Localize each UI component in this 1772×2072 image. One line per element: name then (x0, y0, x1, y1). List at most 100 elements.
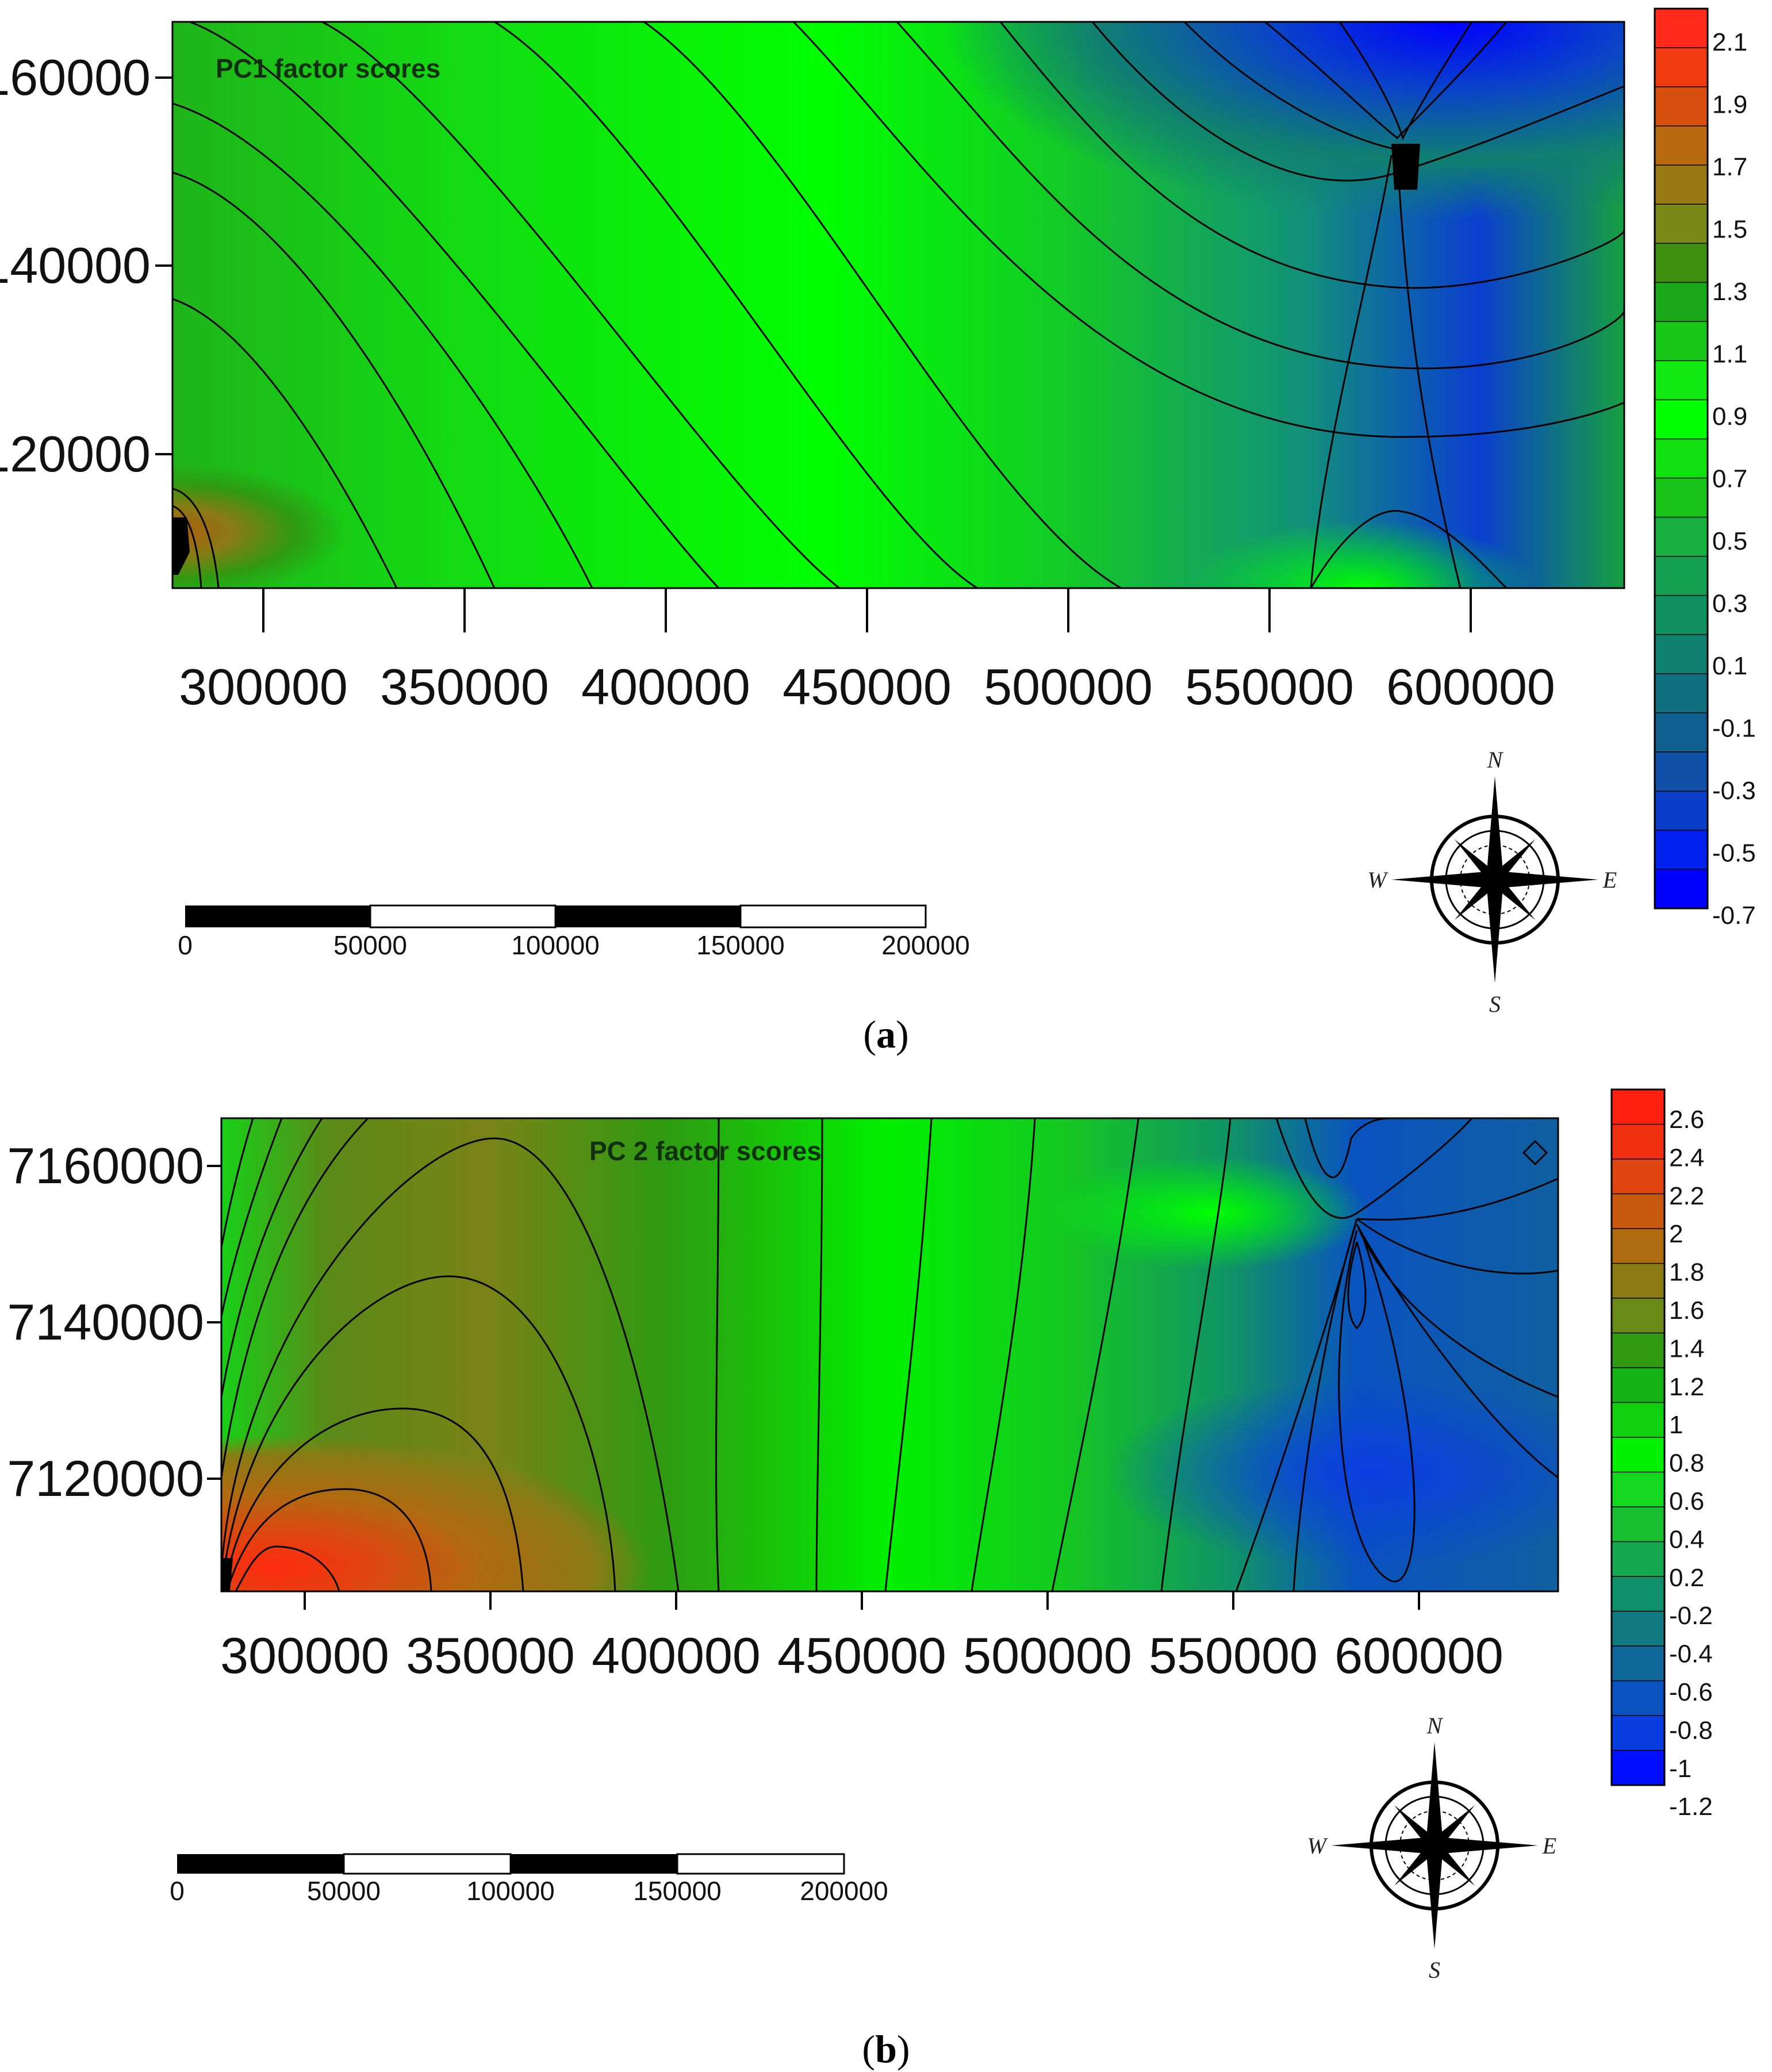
colorbar-swatch (1654, 712, 1708, 753)
colorbar-swatch (1654, 830, 1708, 870)
colorbar-swatch (1654, 204, 1708, 244)
colorbar-swatch (1611, 1645, 1665, 1682)
colorbar-swatch (1654, 673, 1708, 714)
panel-b-scale-label: 200000 (800, 1876, 888, 1906)
panel-a-y-axis: 7160000 7140000 7120000 (0, 49, 172, 482)
colorbar-swatch (1611, 1506, 1665, 1543)
colorbar-label: -0.5 (1712, 839, 1756, 868)
panel-a-scale-label: 150000 (696, 930, 785, 960)
panel-a-x-tick: 350000 (380, 658, 549, 715)
colorbar-label: -1 (1669, 1755, 1692, 1783)
panel-b-map-title: PC 2 factor scores (589, 1136, 822, 1166)
colorbar-label: -0.1 (1712, 715, 1756, 743)
panel-a-compass-icon: N S E W (1367, 747, 1617, 1017)
panel-b-scale-label: 100000 (466, 1876, 555, 1906)
colorbar-label: 1.5 (1712, 216, 1747, 244)
colorbar-swatch (1654, 594, 1708, 635)
colorbar-swatch (1611, 1367, 1665, 1403)
panel-b-y-axis: 7160000 7140000 7120000 (7, 1137, 221, 1507)
panel-a-caption: (a) (863, 1012, 909, 1056)
colorbar-swatch (1611, 1158, 1665, 1195)
colorbar-swatch (1654, 164, 1708, 205)
colorbar-swatch (1611, 1680, 1665, 1717)
colorbar-swatch (1654, 634, 1708, 674)
colorbar-label: 2.1 (1712, 28, 1747, 56)
colorbar-swatch (1611, 1471, 1665, 1508)
colorbar-swatch (1611, 1749, 1665, 1786)
colorbar-swatch (1654, 477, 1708, 518)
panel-b-scale-label: 50000 (307, 1876, 381, 1906)
panel-a-x-tick: 450000 (783, 658, 952, 715)
colorbar-label: 2.6 (1669, 1106, 1704, 1134)
colorbar-label: 0.3 (1712, 590, 1747, 618)
colorbar-swatch (1611, 1610, 1665, 1647)
colorbar-label: 0.8 (1669, 1449, 1704, 1478)
colorbar-swatch (1654, 555, 1708, 596)
colorbar-swatch (1611, 1263, 1665, 1299)
panel-a-x-tick: 400000 (581, 658, 750, 715)
panel-a-contours (172, 22, 1624, 588)
colorbar-frame (1610, 1088, 1666, 1786)
compass-s-label: S (1489, 991, 1501, 1017)
panel-b-y-tick: 7140000 (7, 1294, 204, 1350)
panel-b-y-tick: 7160000 (7, 1137, 204, 1194)
panel-b-contours (221, 1118, 1558, 1591)
panel-b-x-tick: 300000 (220, 1627, 389, 1684)
colorbar-label: 0.6 (1669, 1487, 1704, 1515)
colorbar-swatch (1654, 86, 1708, 127)
colorbar-swatch (1611, 1089, 1665, 1125)
colorbar-label: 1.2 (1669, 1373, 1704, 1401)
colorbar-label: -0.4 (1669, 1640, 1713, 1668)
colorbar-label: 0.9 (1712, 402, 1747, 431)
colorbar-label: 0.4 (1669, 1525, 1704, 1553)
panel-a-scale-label: 0 (178, 930, 193, 960)
panel-b-x-tick: 500000 (963, 1627, 1132, 1684)
colorbar-label: 1.3 (1712, 278, 1747, 306)
panel-a-scale-label: 100000 (511, 930, 600, 960)
panel-b-x-tick: 550000 (1149, 1627, 1318, 1684)
colorbar-swatch (1654, 8, 1708, 49)
panel-a-svg: PC1 factor scores 7160000 7140000 712000… (0, 7, 1756, 1017)
colorbar-label: 1 (1669, 1411, 1683, 1439)
colorbar-swatch (1654, 321, 1708, 362)
colorbar-swatch (1611, 1298, 1665, 1334)
colorbar-label: 1.1 (1712, 340, 1747, 369)
panel-b-x-axis: 300000 350000 400000 450000 500000 55000… (220, 1591, 1503, 1684)
panel-b-x-tick: 350000 (406, 1627, 575, 1684)
colorbar-swatch (1611, 1402, 1665, 1438)
panel-a-map-title: PC1 factor scores (216, 53, 440, 83)
panel-b-svg: PC 2 factor scores 7160000 7140000 71200… (7, 1088, 1713, 1983)
colorbar-swatch (1611, 1576, 1665, 1612)
compass-w-label: W (1367, 867, 1389, 893)
colorbar-label: 1.9 (1712, 91, 1747, 119)
panel-a: PC1 factor scores 7160000 7140000 712000… (0, 0, 1772, 1056)
panel-a-x-tick: 500000 (984, 658, 1153, 715)
colorbar-swatch (1654, 125, 1708, 166)
colorbar-label: -0.6 (1669, 1678, 1713, 1706)
colorbar-swatch (1611, 1437, 1665, 1473)
colorbar-label: 0.5 (1712, 527, 1747, 555)
panel-a-x-tick: 600000 (1386, 658, 1555, 715)
panel-a-y-tick: 7140000 (0, 237, 151, 294)
compass-n-label: N (1426, 1713, 1444, 1739)
panel-a-x-tick: 300000 (179, 658, 348, 715)
colorbar-swatch (1611, 1228, 1665, 1264)
panel-b-x-tick: 400000 (592, 1627, 761, 1684)
colorbar-label: -0.7 (1712, 901, 1756, 930)
compass-e-label: E (1542, 1833, 1556, 1859)
panel-b-colorbar: 2.6 2.4 2.2 2 1.8 1.6 1.4 1.2 1 0.8 0.6 0.4 0.2 -0.2 -… (1610, 1088, 1713, 1821)
colorbar-label: -1.2 (1669, 1793, 1713, 1821)
panel-a-scale-label: 200000 (881, 930, 970, 960)
panel-a-x-tick: 550000 (1185, 658, 1354, 715)
colorbar-swatch (1654, 438, 1708, 479)
colorbar-label: 1.6 (1669, 1296, 1704, 1325)
colorbar-label: -0.3 (1712, 777, 1756, 805)
colorbar-label: 0.7 (1712, 465, 1747, 493)
panel-a-x-axis: 300000 350000 400000 450000 500000 55000… (179, 588, 1555, 715)
colorbar-label: 2.4 (1669, 1144, 1704, 1172)
colorbar-swatch (1611, 1332, 1665, 1369)
panel-b-x-tick: 450000 (777, 1627, 946, 1684)
panel-b-scale-bar: 0 50000 100000 150000 200000 (170, 1853, 888, 1906)
colorbar-swatch (1654, 869, 1708, 910)
